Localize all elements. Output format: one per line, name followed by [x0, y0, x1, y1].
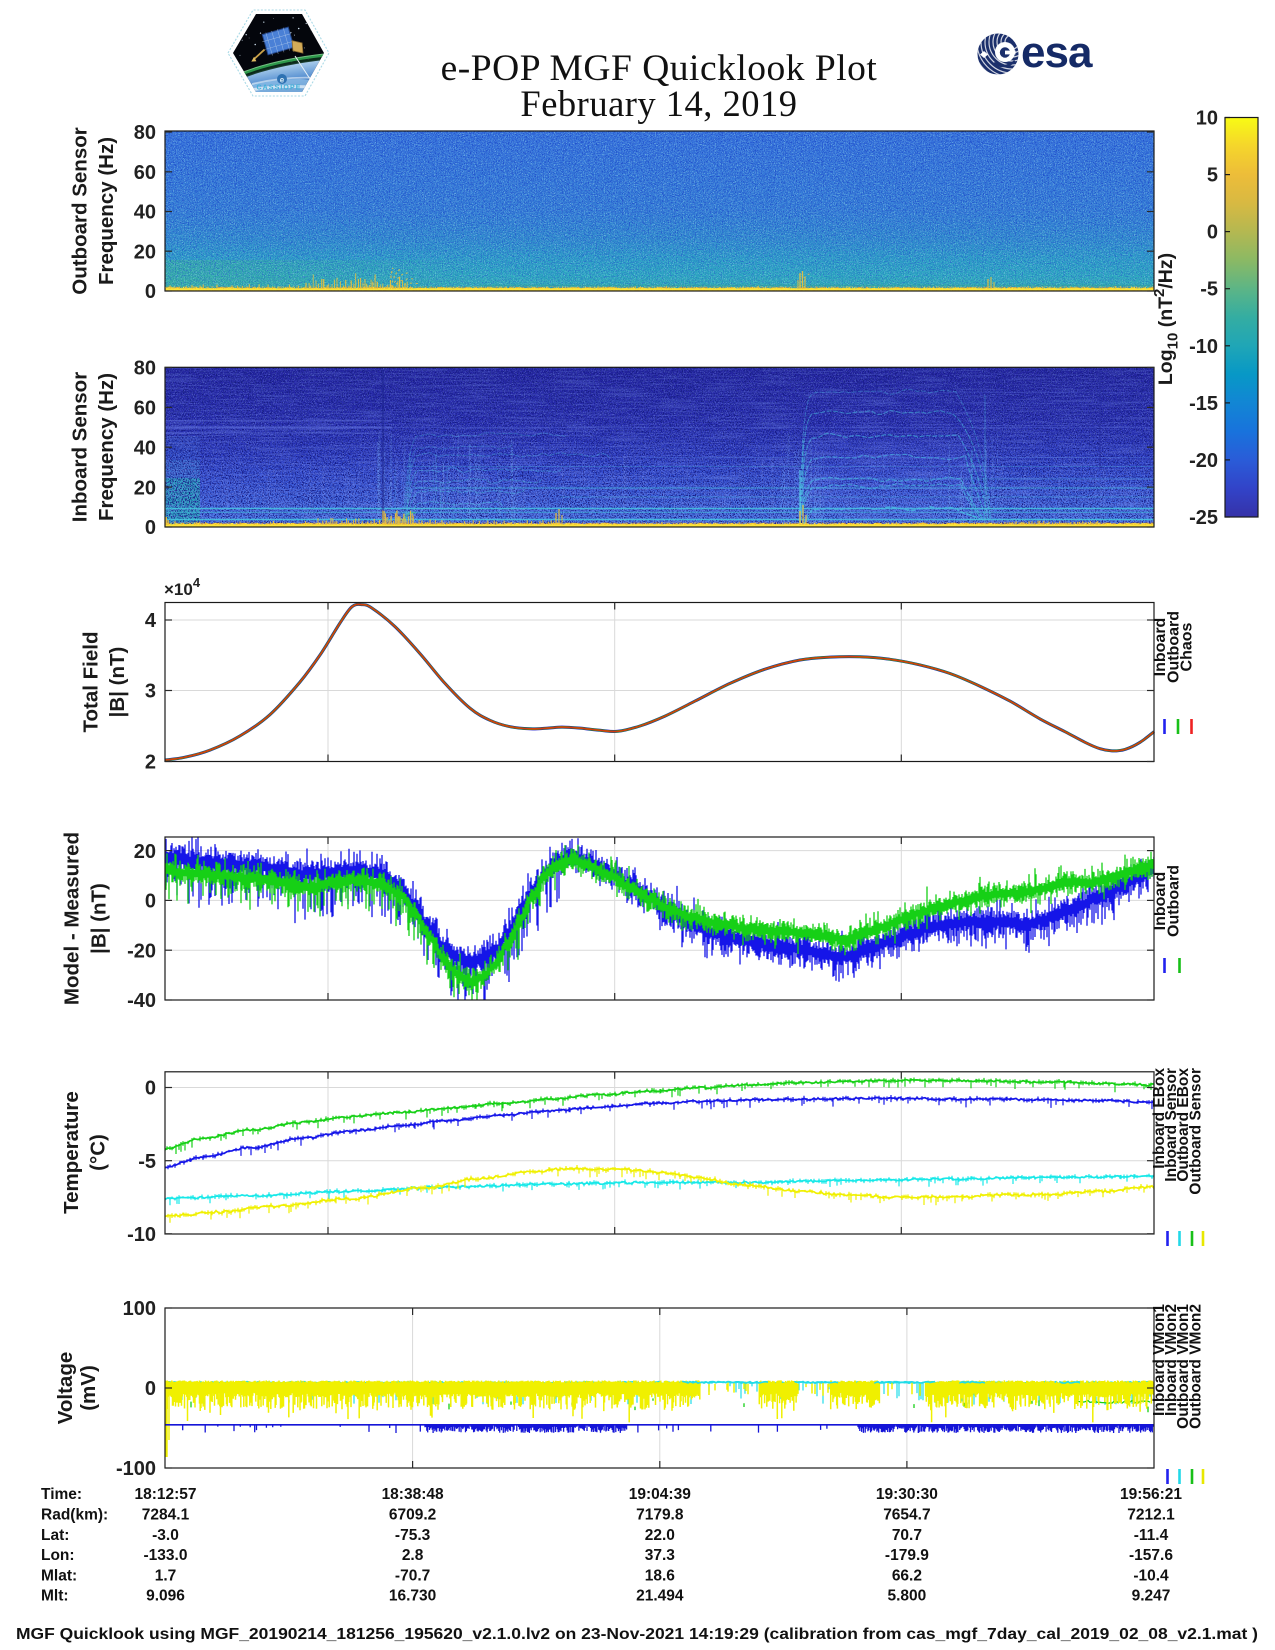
svg-text:19:56:21: 19:56:21: [1120, 1486, 1182, 1503]
svg-text:Time:: Time:: [41, 1486, 82, 1503]
svg-text:Log10 (nT2/Hz): Log10 (nT2/Hz): [1151, 253, 1182, 385]
svg-text:esa: esa: [1021, 28, 1093, 77]
svg-text:Outboard VMon2: Outboard VMon2: [1188, 1304, 1205, 1429]
svg-text:9.096: 9.096: [146, 1588, 185, 1605]
svg-text:16.730: 16.730: [389, 1588, 436, 1605]
svg-text:-15: -15: [1189, 393, 1218, 415]
svg-text:0: 0: [1207, 222, 1218, 244]
svg-text:5: 5: [1207, 165, 1218, 187]
svg-text:Total Field: Total Field: [80, 632, 103, 733]
svg-text:7284.1: 7284.1: [142, 1507, 190, 1524]
svg-text:0: 0: [145, 517, 156, 539]
svg-text:18:38:48: 18:38:48: [382, 1486, 444, 1503]
svg-text:e-POP MGF Quicklook Plot: e-POP MGF Quicklook Plot: [441, 48, 878, 89]
svg-text:3: 3: [145, 681, 156, 703]
svg-text:Temperature: Temperature: [60, 1091, 83, 1214]
svg-text:-133.0: -133.0: [144, 1547, 188, 1564]
svg-text:Model - Measured: Model - Measured: [61, 832, 84, 1005]
svg-text:60: 60: [134, 398, 156, 420]
svg-text:-40: -40: [127, 990, 156, 1012]
svg-text:Frequency (Hz): Frequency (Hz): [95, 373, 118, 521]
svg-text:Inboard VMon1: Inboard VMon1: [1151, 1304, 1168, 1416]
svg-text:40: 40: [134, 202, 156, 224]
svg-text:19:04:39: 19:04:39: [629, 1486, 691, 1503]
svg-text:2.8: 2.8: [402, 1547, 424, 1564]
svg-text:20: 20: [134, 841, 156, 863]
svg-text:Lat:: Lat:: [41, 1527, 69, 1544]
svg-text:Inboard: Inboard: [1152, 872, 1169, 931]
svg-text:20: 20: [134, 477, 156, 499]
svg-text:-75.3: -75.3: [395, 1527, 431, 1544]
svg-text:Mlt:: Mlt:: [41, 1588, 69, 1605]
svg-text:Outboard EBox: Outboard EBox: [1175, 1068, 1192, 1182]
svg-text:-10: -10: [1189, 336, 1218, 358]
svg-text:5.800: 5.800: [888, 1588, 927, 1605]
svg-text:4: 4: [145, 610, 157, 632]
svg-text:18:12:57: 18:12:57: [134, 1486, 196, 1503]
svg-text:February 14, 2019: February 14, 2019: [520, 83, 797, 124]
svg-text:Outboard: Outboard: [1166, 865, 1183, 937]
svg-text:Inboard VMon2: Inboard VMon2: [1163, 1304, 1180, 1416]
svg-text:37.3: 37.3: [645, 1547, 676, 1564]
svg-text:Inboard Sensor: Inboard Sensor: [69, 372, 92, 522]
svg-text:2: 2: [145, 752, 156, 774]
svg-text:7179.8: 7179.8: [636, 1507, 684, 1524]
svg-text:1.7: 1.7: [155, 1567, 177, 1584]
svg-text:Mlat:: Mlat:: [41, 1567, 77, 1584]
svg-text:Inboard: Inboard: [1152, 618, 1169, 677]
svg-text:-179.9: -179.9: [885, 1547, 929, 1564]
svg-text:-100: -100: [116, 1458, 156, 1480]
svg-text:(mV): (mV): [77, 1365, 100, 1411]
svg-text:66.2: 66.2: [892, 1567, 922, 1584]
svg-text:7212.1: 7212.1: [1127, 1507, 1175, 1524]
svg-text:80: 80: [134, 122, 156, 144]
svg-text:-157.6: -157.6: [1129, 1547, 1173, 1564]
svg-text:18.6: 18.6: [645, 1567, 676, 1584]
svg-text:80: 80: [134, 358, 156, 380]
svg-text:-11.4: -11.4: [1134, 1527, 1169, 1544]
svg-text:CASSIOPE: CASSIOPE: [257, 85, 302, 92]
svg-text:|B| (nT): |B| (nT): [88, 883, 111, 954]
svg-text:21.494: 21.494: [636, 1588, 684, 1605]
svg-text:Outboard: Outboard: [1166, 611, 1183, 683]
svg-text:0: 0: [145, 1078, 156, 1100]
svg-text:e: e: [280, 76, 285, 85]
svg-text:-70.7: -70.7: [395, 1567, 430, 1584]
svg-text:|B| (nT): |B| (nT): [106, 647, 129, 718]
svg-text:-3.0: -3.0: [152, 1527, 179, 1544]
svg-text:-25: -25: [1189, 507, 1218, 529]
svg-text:(°C): (°C): [87, 1134, 110, 1171]
svg-text:0: 0: [145, 891, 156, 913]
svg-text:-5: -5: [138, 1151, 156, 1173]
svg-text:-20: -20: [1189, 450, 1218, 472]
svg-text:Chaos: Chaos: [1179, 622, 1196, 671]
svg-text:Outboard Sensor: Outboard Sensor: [1188, 1068, 1205, 1195]
svg-text:100: 100: [123, 1298, 156, 1320]
svg-text:40: 40: [134, 437, 156, 459]
svg-text:Lon:: Lon:: [41, 1547, 75, 1564]
svg-text:9.247: 9.247: [1132, 1588, 1171, 1605]
svg-text:0: 0: [145, 1378, 156, 1400]
svg-text:0: 0: [145, 281, 156, 303]
svg-text:Outboard VMon1: Outboard VMon1: [1175, 1304, 1192, 1429]
svg-text:22.0: 22.0: [645, 1527, 675, 1544]
svg-text:Frequency (Hz): Frequency (Hz): [95, 137, 118, 285]
svg-text:MGF Quicklook using MGF_201902: MGF Quicklook using MGF_20190214_181256_…: [16, 1626, 1258, 1643]
svg-text:-10.4: -10.4: [1133, 1567, 1169, 1584]
svg-text:6709.2: 6709.2: [389, 1507, 436, 1524]
svg-text:Voltage: Voltage: [54, 1352, 77, 1425]
svg-text:60: 60: [134, 162, 156, 184]
svg-text:Inboard Sensor: Inboard Sensor: [1163, 1068, 1180, 1182]
svg-text:Inboard EBox: Inboard EBox: [1151, 1068, 1168, 1169]
svg-text:Rad(km):: Rad(km):: [41, 1507, 108, 1524]
svg-text:19:30:30: 19:30:30: [876, 1486, 938, 1503]
svg-text:-5: -5: [1200, 279, 1218, 301]
svg-text:-10: -10: [127, 1224, 156, 1246]
svg-text:20: 20: [134, 241, 156, 263]
svg-text:70.7: 70.7: [892, 1527, 922, 1544]
svg-text:7654.7: 7654.7: [883, 1507, 930, 1524]
svg-text:10: 10: [1196, 108, 1218, 130]
svg-text:-20: -20: [127, 940, 156, 962]
svg-text:Outboard Sensor: Outboard Sensor: [69, 127, 92, 294]
